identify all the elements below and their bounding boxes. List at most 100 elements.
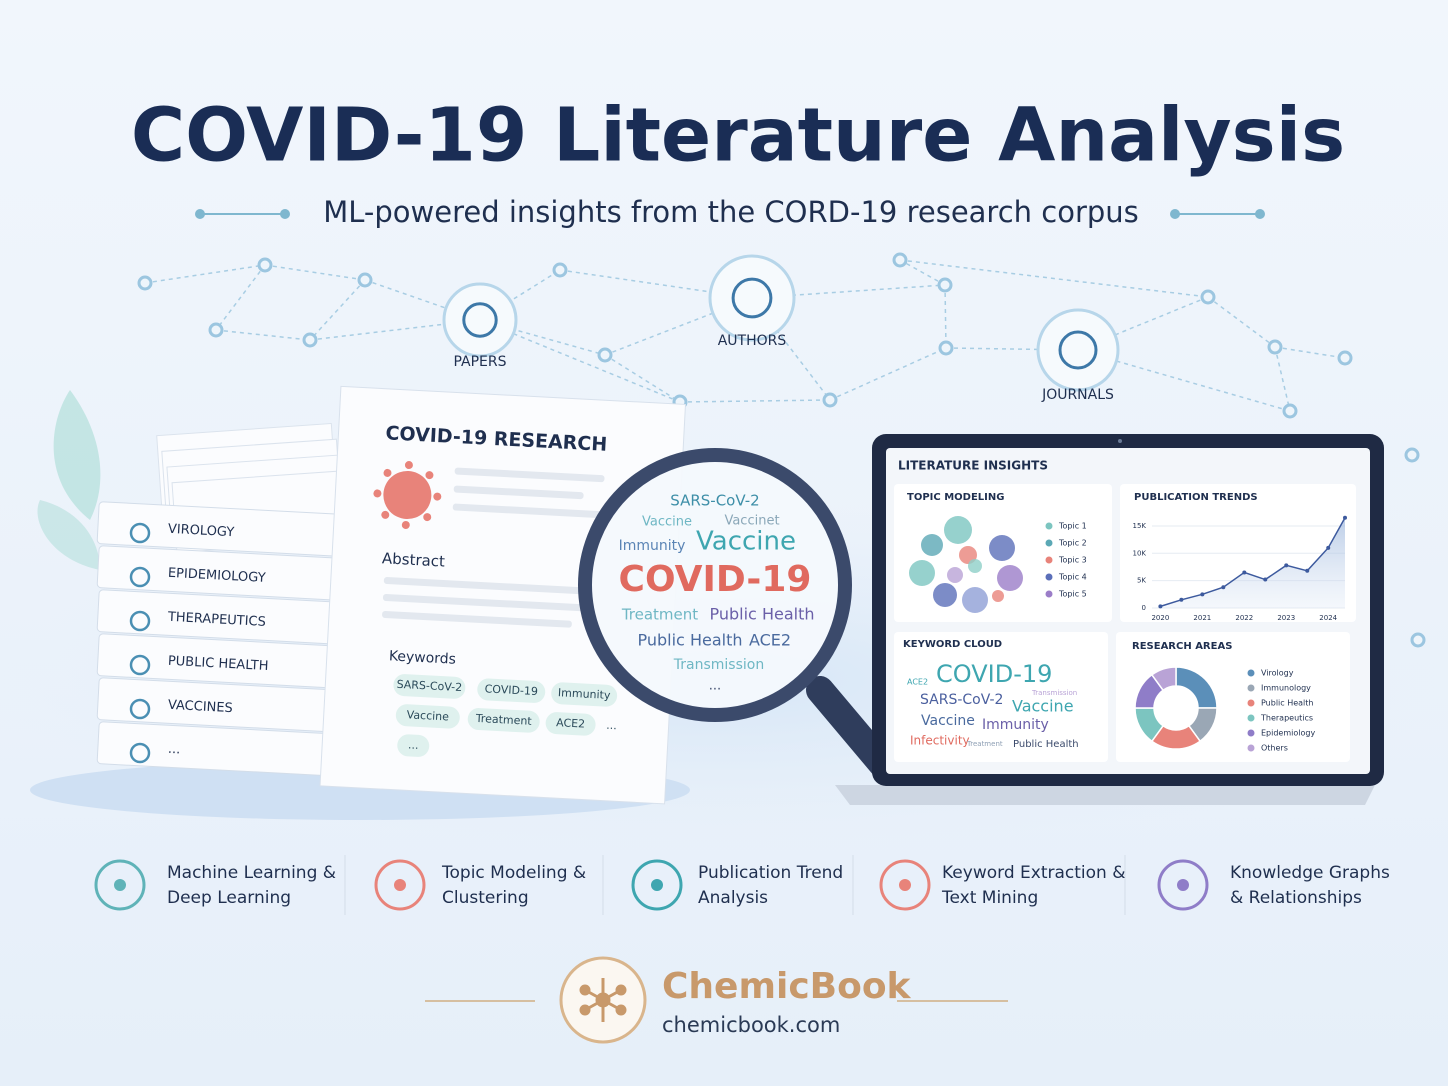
chip-label: Immunity bbox=[558, 686, 612, 702]
node-label: AUTHORS bbox=[718, 333, 787, 349]
trend-point bbox=[1179, 597, 1184, 602]
cloud-word: Infectivity bbox=[910, 734, 970, 748]
feature-icon bbox=[1157, 859, 1209, 911]
y-tick-label: 15K bbox=[1133, 522, 1147, 530]
book-icon bbox=[129, 654, 151, 676]
book-label: THERAPEUTICS bbox=[167, 610, 267, 630]
network-dot bbox=[1404, 447, 1420, 463]
trend-point bbox=[1326, 545, 1331, 550]
panel-title: RESEARCH AREAS bbox=[1132, 641, 1232, 652]
trend-chart: 0 5K 10K 15K 2020 2021 2022 2023 2024 bbox=[1133, 515, 1347, 622]
trend-point bbox=[1263, 577, 1268, 582]
magnifier-word: Public Health bbox=[710, 605, 815, 624]
feature-label: Publication Trend bbox=[698, 863, 843, 883]
chip-label: Vaccine bbox=[406, 708, 449, 723]
legend-label: Epidemiology bbox=[1261, 729, 1315, 738]
book-label: VIROLOGY bbox=[168, 522, 235, 540]
node-circle bbox=[442, 282, 518, 358]
network-dot bbox=[357, 272, 373, 288]
book-label: ... bbox=[168, 742, 181, 758]
subtitle-rules bbox=[195, 209, 1265, 219]
leaf bbox=[37, 500, 100, 570]
url: chemicbook.com bbox=[662, 1013, 840, 1037]
legend-label: Immunology bbox=[1261, 684, 1311, 693]
feature-label: Keyword Extraction & bbox=[942, 863, 1125, 883]
network-dot bbox=[208, 322, 224, 338]
network-dot bbox=[892, 252, 908, 268]
network-dot bbox=[1267, 339, 1283, 355]
network-dot bbox=[302, 332, 318, 348]
cloud-word: Treatment bbox=[966, 740, 1003, 748]
book-icon bbox=[129, 698, 151, 720]
network-dot bbox=[1337, 350, 1353, 366]
cloud-word: Transmission bbox=[1031, 689, 1077, 697]
network-dot bbox=[257, 257, 273, 273]
network-link bbox=[1274, 346, 1291, 412]
laptop: LITERATURE INSIGHTS TOPIC MODELING PUBLI… bbox=[835, 434, 1384, 805]
chip bbox=[397, 734, 430, 757]
magnifier-word: Vaccine bbox=[642, 515, 692, 530]
magnifier-word: COVID-19 bbox=[619, 559, 812, 600]
network-dot bbox=[552, 262, 568, 278]
trend-point bbox=[1284, 563, 1289, 568]
feature-label: & Relationships bbox=[1230, 888, 1362, 908]
trend-line bbox=[1160, 517, 1346, 608]
text-lines bbox=[382, 467, 605, 628]
legend-swatch bbox=[1045, 539, 1053, 547]
feature-icon-dot bbox=[114, 879, 126, 891]
network-dot bbox=[937, 277, 953, 293]
trend-point bbox=[1158, 604, 1163, 609]
paper: COVID-19 RESEARCH Abstract Keywords SARS… bbox=[319, 385, 687, 805]
network-link bbox=[751, 297, 831, 401]
network-dot bbox=[1200, 289, 1216, 305]
legend-swatch bbox=[1247, 729, 1255, 737]
trend-point bbox=[1221, 585, 1226, 590]
chip-label: ... bbox=[408, 738, 419, 752]
chip bbox=[477, 678, 546, 703]
legend-label: Therapeutics bbox=[1260, 714, 1313, 723]
network-dot bbox=[822, 392, 838, 408]
trend-point bbox=[1305, 568, 1310, 573]
legend-label: Topic 2 bbox=[1058, 539, 1087, 548]
network-link bbox=[1274, 346, 1346, 359]
feature-label: Clustering bbox=[442, 888, 529, 908]
feature-icon-dot bbox=[651, 879, 663, 891]
network-link bbox=[899, 259, 1209, 298]
x-tick-label: 2020 bbox=[1151, 614, 1169, 622]
legend-label: Topic 3 bbox=[1058, 556, 1087, 565]
subtitle: ML-powered insights from the CORD-19 res… bbox=[323, 195, 1139, 229]
network-link bbox=[1207, 296, 1276, 348]
book-label: PUBLIC HEALTH bbox=[168, 654, 269, 674]
cloud-word: Public Health bbox=[1013, 739, 1079, 750]
legend-swatch bbox=[1247, 684, 1255, 692]
feature-label: Analysis bbox=[698, 888, 768, 908]
magnifier-word: Vaccine bbox=[696, 527, 796, 557]
chip bbox=[393, 674, 466, 699]
legend-label: Topic 1 bbox=[1058, 522, 1087, 531]
chip bbox=[395, 704, 460, 729]
cloud-word: COVID-19 bbox=[936, 660, 1052, 688]
x-tick-label: 2024 bbox=[1319, 614, 1337, 622]
legend-swatch bbox=[1247, 744, 1255, 752]
leaf bbox=[53, 390, 101, 520]
feature-icon bbox=[374, 859, 426, 911]
panel-title: TOPIC MODELING bbox=[907, 492, 1004, 503]
node-circle bbox=[708, 254, 796, 342]
donut-slice bbox=[1150, 666, 1177, 692]
magnifier-word: ... bbox=[709, 679, 721, 694]
feature-icon-dot bbox=[899, 879, 911, 891]
research-areas-chart: Virology Immunology Public Health Therapeut… bbox=[1134, 666, 1315, 753]
laptop-base bbox=[835, 785, 1375, 805]
feature-icon bbox=[631, 859, 683, 911]
y-tick-label: 5K bbox=[1137, 577, 1146, 585]
keyword-chips: SARS-CoV-2 COVID-19 Immunity Vaccine Treatme… bbox=[393, 674, 617, 757]
node-icon bbox=[462, 302, 498, 338]
network-link bbox=[604, 354, 681, 403]
legend-swatch bbox=[1045, 590, 1053, 598]
features: Machine Learning & Deep Learning Topic Mod… bbox=[94, 855, 1390, 915]
node-label: PAPERS bbox=[453, 354, 506, 370]
legend-swatch bbox=[1045, 573, 1053, 581]
topic-legend: Topic 1 Topic 2 Topic 3 Topic 4 Topic 5 bbox=[1045, 522, 1087, 599]
